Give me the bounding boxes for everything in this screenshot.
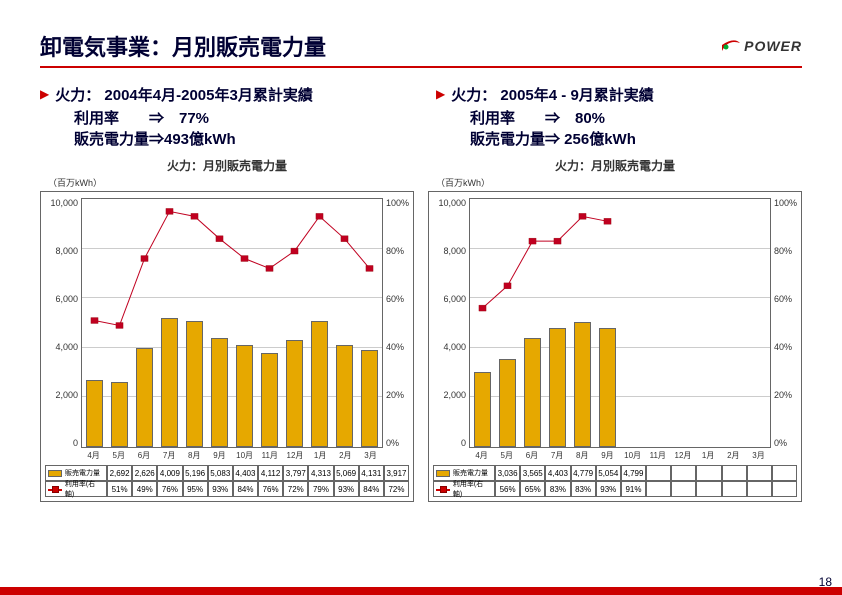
summary-util-left: 利用率 ⇒ 77% [74,107,406,128]
bullet-icon: ▶ [436,84,445,104]
title-bar: 卸電気事業：月別販売電力量 POWER [40,30,802,68]
summary-sales-right: 販売電力量⇒ 256億kWh [470,128,802,149]
plot [469,198,771,448]
summary-main-left: 火力： 2004年4月-2005年3月累計実績 [55,84,313,105]
y-axis-right: 100%80%60%40%20%0% [383,198,409,448]
chart-right: 火力：月別販売電力量 （百万kWh） 10,0008,0006,0004,0002,… [428,157,802,502]
summary-row: ▶ 火力： 2004年4月-2005年3月累計実績 利用率 ⇒ 77% 販売電力… [40,84,802,149]
y-axis-left: 10,0008,0006,0004,0002,0000 [433,198,469,448]
summary-sales-left: 販売電力量⇒493億kWh [74,128,406,149]
footer-bar [0,587,842,595]
page-title: 卸電気事業：月別販売電力量 [40,30,326,62]
logo-text: POWER [744,38,802,54]
logo-swoosh-icon [720,37,742,55]
bullet-icon: ▶ [40,84,49,104]
charts-row: 火力：月別販売電力量 （百万kWh） 10,0008,0006,0004,0002,… [40,157,802,502]
x-axis: 4月5月6月7月8月9月10月11月12月1月2月3月 [81,448,383,461]
plot-area: 10,0008,0006,0004,0002,0000 100%80%60%40%… [45,198,409,448]
chart-unit: （百万kWh） [48,176,414,189]
jpower-logo: POWER [720,37,802,55]
chart-data-table: 販売電力量利用率(右軸)3,0363,5654,4034,7795,0544,7… [433,465,797,497]
chart-box: 10,0008,0006,0004,0002,0000 100%80%60%40%… [40,191,414,502]
plot-area: 10,0008,0006,0004,0002,0000 100%80%60%40%… [433,198,797,448]
chart-title: 火力：月別販売電力量 [428,157,802,174]
chart-left: 火力：月別販売電力量 （百万kWh） 10,0008,0006,0004,0002,… [40,157,414,502]
summary-main-right: 火力： 2005年4 - 9月累計実績 [451,84,654,105]
summary-right: ▶ 火力： 2005年4 - 9月累計実績 利用率 ⇒ 80% 販売電力量⇒ 2… [436,84,802,149]
chart-unit: （百万kWh） [436,176,802,189]
line-layer [470,199,770,447]
chart-box: 10,0008,0006,0004,0002,0000 100%80%60%40%… [428,191,802,502]
line-layer [82,199,382,447]
x-axis: 4月5月6月7月8月9月10月11月12月1月2月3月 [469,448,771,461]
summary-left: ▶ 火力： 2004年4月-2005年3月累計実績 利用率 ⇒ 77% 販売電力… [40,84,406,149]
summary-util-right: 利用率 ⇒ 80% [470,107,802,128]
y-axis-left: 10,0008,0006,0004,0002,0000 [45,198,81,448]
y-axis-right: 100%80%60%40%20%0% [771,198,797,448]
slide-page: 卸電気事業：月別販売電力量 POWER ▶ 火力： 2004年4月-2005年3… [0,0,842,595]
legend-line: 利用率(右軸) [433,481,495,497]
legend-line: 利用率(右軸) [45,481,107,497]
chart-title: 火力：月別販売電力量 [40,157,414,174]
plot [81,198,383,448]
chart-data-table: 販売電力量利用率(右軸)2,6922,6264,0095,1965,0834,4… [45,465,409,497]
